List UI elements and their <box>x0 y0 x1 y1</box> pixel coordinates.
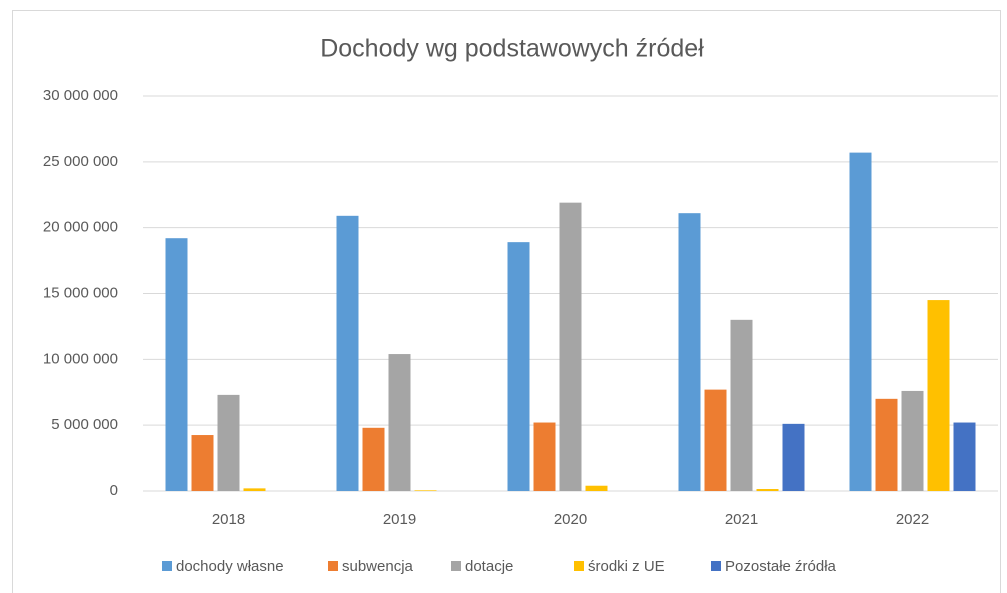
y-tick-label: 10 000 000 <box>43 350 118 367</box>
bar <box>243 488 266 491</box>
legend-label: środki z UE <box>588 558 665 575</box>
x-tick-label: 2018 <box>212 511 245 528</box>
bar <box>849 152 872 491</box>
bar <box>756 489 779 491</box>
legend-label: dochody własne <box>176 558 284 575</box>
legend-label: dotacje <box>465 558 513 575</box>
bar <box>533 422 556 491</box>
bar <box>585 485 608 491</box>
bar <box>336 215 359 492</box>
x-tick-label: 2020 <box>554 511 587 528</box>
x-tick-label: 2021 <box>725 511 758 528</box>
bar <box>362 427 385 491</box>
y-tick-label: 0 <box>110 482 118 499</box>
bar <box>217 394 240 491</box>
y-tick-label: 15 000 000 <box>43 284 118 301</box>
legend-label: subwencja <box>342 558 414 575</box>
bar <box>191 435 214 491</box>
bar <box>901 390 924 491</box>
legend-swatch <box>574 561 584 571</box>
y-tick-label: 20 000 000 <box>43 219 118 236</box>
y-tick-label: 25 000 000 <box>43 153 118 170</box>
legend-label: Pozostałe źródła <box>725 558 837 575</box>
bar <box>388 354 411 491</box>
bar <box>165 238 188 491</box>
bar <box>559 202 582 491</box>
y-tick-label: 30 000 000 <box>43 87 118 104</box>
bar <box>678 213 701 491</box>
bar <box>953 422 976 491</box>
bar <box>507 242 530 491</box>
bar <box>782 423 805 491</box>
bar <box>704 389 727 491</box>
bar <box>730 319 753 491</box>
legend-swatch <box>162 561 172 571</box>
bar <box>875 398 898 491</box>
bar <box>927 300 950 491</box>
x-tick-label: 2019 <box>383 511 416 528</box>
x-tick-label: 2022 <box>896 511 929 528</box>
legend-swatch <box>711 561 721 571</box>
bar <box>414 490 437 491</box>
legend-swatch <box>328 561 338 571</box>
y-tick-label: 5 000 000 <box>51 416 118 433</box>
legend-swatch <box>451 561 461 571</box>
chart-title: Dochody wg podstawowych źródeł <box>320 35 704 63</box>
